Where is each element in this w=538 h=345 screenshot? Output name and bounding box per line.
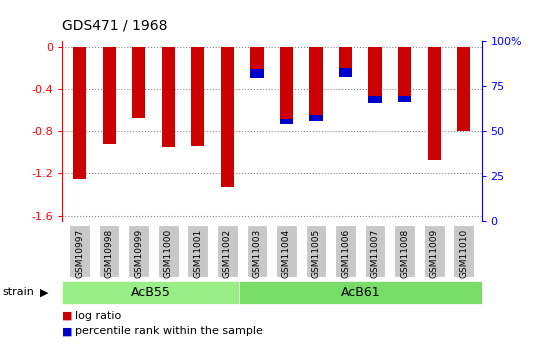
Text: percentile rank within the sample: percentile rank within the sample — [75, 326, 263, 336]
Bar — [369, 96, 382, 102]
FancyBboxPatch shape — [276, 225, 297, 277]
Text: GSM11008: GSM11008 — [400, 228, 409, 278]
FancyBboxPatch shape — [187, 225, 208, 277]
FancyBboxPatch shape — [158, 225, 179, 277]
Bar — [369, 47, 382, 102]
Text: GSM11009: GSM11009 — [430, 228, 438, 278]
Text: ▶: ▶ — [40, 287, 49, 297]
FancyBboxPatch shape — [424, 225, 444, 277]
Text: GSM11005: GSM11005 — [312, 228, 321, 278]
Text: GDS471 / 1968: GDS471 / 1968 — [62, 19, 167, 33]
Text: GSM11007: GSM11007 — [371, 228, 380, 278]
Bar — [309, 47, 323, 120]
Text: strain: strain — [3, 287, 34, 297]
Bar — [457, 47, 470, 131]
Bar — [250, 47, 264, 78]
FancyBboxPatch shape — [335, 225, 356, 277]
FancyBboxPatch shape — [394, 225, 415, 277]
FancyBboxPatch shape — [62, 281, 239, 304]
Text: AcB61: AcB61 — [341, 286, 380, 299]
Bar — [280, 47, 293, 124]
Text: GSM11001: GSM11001 — [193, 228, 202, 278]
FancyBboxPatch shape — [129, 225, 149, 277]
Text: GSM10998: GSM10998 — [105, 228, 114, 278]
Text: GSM11006: GSM11006 — [341, 228, 350, 278]
Text: GSM11002: GSM11002 — [223, 228, 232, 278]
Bar — [339, 68, 352, 77]
Text: AcB55: AcB55 — [131, 286, 171, 299]
FancyBboxPatch shape — [365, 225, 385, 277]
Bar — [221, 47, 234, 187]
Bar — [103, 47, 116, 144]
Bar — [73, 47, 86, 179]
FancyBboxPatch shape — [217, 225, 238, 277]
FancyBboxPatch shape — [306, 225, 327, 277]
Text: GSM10997: GSM10997 — [75, 228, 84, 278]
Bar — [191, 47, 204, 146]
Bar — [428, 47, 441, 160]
Bar — [132, 47, 145, 118]
FancyBboxPatch shape — [69, 225, 90, 277]
Text: GSM11000: GSM11000 — [164, 228, 173, 278]
Text: GSM10999: GSM10999 — [134, 228, 143, 278]
FancyBboxPatch shape — [246, 225, 267, 277]
Bar — [398, 47, 412, 101]
Text: ■: ■ — [62, 311, 73, 321]
Bar — [398, 96, 412, 101]
Bar — [309, 115, 323, 120]
Bar — [161, 47, 175, 147]
Bar — [250, 69, 264, 78]
Text: ■: ■ — [62, 326, 73, 336]
Text: GSM11003: GSM11003 — [252, 228, 261, 278]
FancyBboxPatch shape — [454, 225, 474, 277]
FancyBboxPatch shape — [239, 281, 482, 304]
Bar — [280, 119, 293, 124]
Text: GSM11010: GSM11010 — [459, 228, 468, 278]
FancyBboxPatch shape — [99, 225, 119, 277]
Text: GSM11004: GSM11004 — [282, 228, 291, 278]
Text: log ratio: log ratio — [75, 311, 122, 321]
Bar — [339, 47, 352, 77]
